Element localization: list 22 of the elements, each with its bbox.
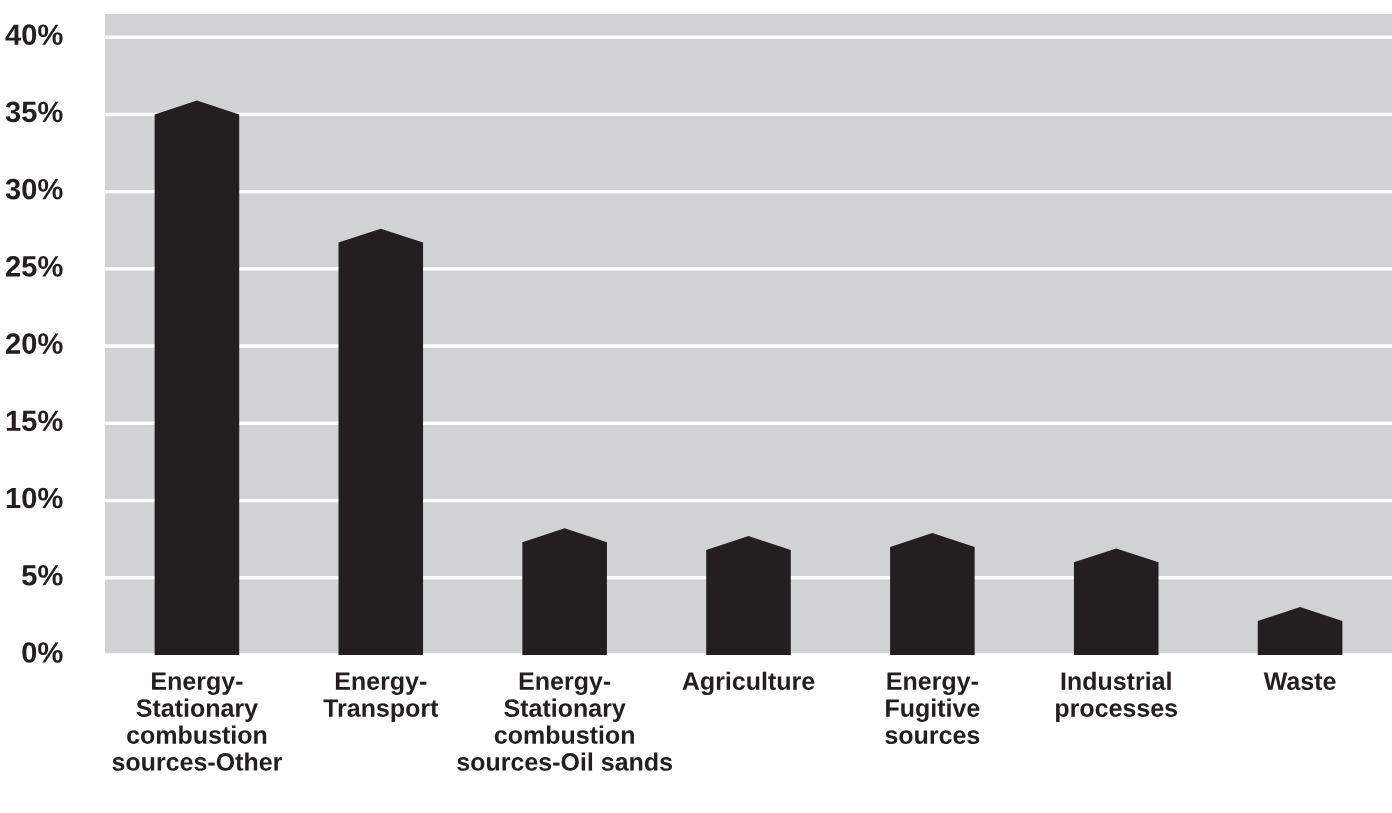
- y-tick-label: 35%: [5, 101, 63, 123]
- bar: [338, 228, 424, 655]
- x-tick-label: Industrial processes: [1056, 671, 1178, 722]
- y-tick-label: 40%: [5, 24, 63, 45]
- y-tick-label: 25%: [5, 256, 63, 277]
- bar: [522, 528, 607, 655]
- y-tick-label: 0%: [22, 642, 63, 663]
- bar: [890, 532, 975, 655]
- x-tick-label: Energy- Transport: [323, 672, 439, 722]
- bar: [706, 536, 791, 655]
- x-tick-label: Energy- Stationary combustion sources-Oil sands: [457, 672, 672, 771]
- x-tick-label: Waste: [1263, 672, 1336, 691]
- x-tick-label: Energy- Fugitive sources: [885, 672, 980, 744]
- y-tick-label: 30%: [5, 178, 63, 200]
- x-tick-label: Agriculture: [682, 671, 815, 696]
- y-tick-label: 20%: [5, 333, 63, 354]
- x-tick-label: Energy- Stationary combustion sources-Other: [112, 672, 282, 771]
- bar: [154, 100, 240, 655]
- y-tick-label: 5%: [22, 565, 63, 586]
- bar: [1073, 548, 1159, 655]
- y-tick-label: 10%: [6, 487, 63, 509]
- y-tick-label: 15%: [6, 410, 63, 432]
